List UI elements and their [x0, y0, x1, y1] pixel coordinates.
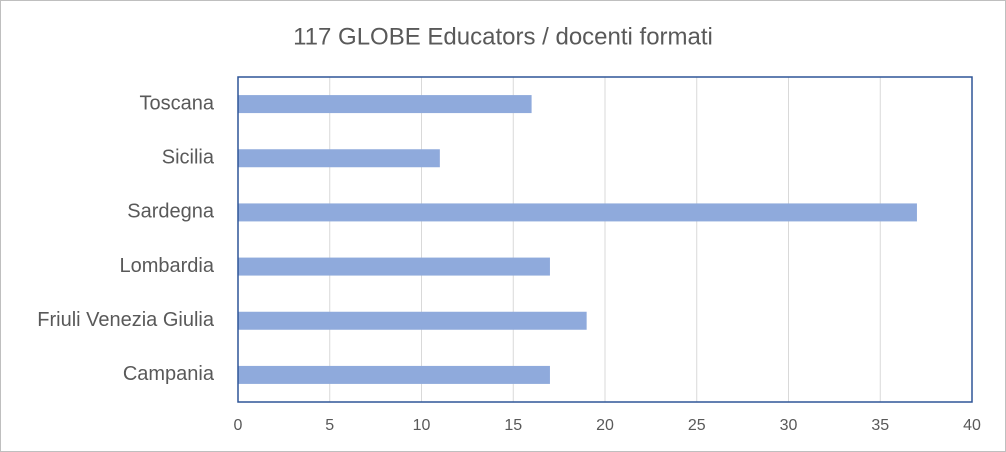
y-tick-label: Friuli Venezia Giulia — [37, 309, 215, 331]
y-tick-label: Toscana — [140, 92, 215, 114]
x-tick-label: 30 — [780, 417, 798, 434]
bar — [238, 311, 587, 330]
x-tick-label: 25 — [688, 417, 706, 434]
x-tick-label: 0 — [234, 417, 243, 434]
y-tick-label: Sicilia — [162, 147, 215, 169]
y-tick-label: Campania — [123, 363, 215, 385]
plot-border — [237, 76, 973, 403]
bar — [238, 95, 532, 114]
chart-title: 117 GLOBE Educators / docenti formati — [293, 23, 713, 50]
x-tick-label: 35 — [871, 417, 889, 434]
x-tick-label: 20 — [596, 417, 614, 434]
x-tick-label: 40 — [963, 417, 981, 434]
y-tick-label: Lombardia — [119, 255, 214, 277]
bar — [238, 149, 440, 168]
x-tick-label: 10 — [413, 417, 431, 434]
bar — [238, 203, 917, 222]
y-tick-label: Sardegna — [127, 201, 215, 223]
bar — [238, 257, 550, 276]
x-tick-label: 5 — [325, 417, 334, 434]
x-tick-label: 15 — [504, 417, 522, 434]
bar — [238, 365, 550, 384]
